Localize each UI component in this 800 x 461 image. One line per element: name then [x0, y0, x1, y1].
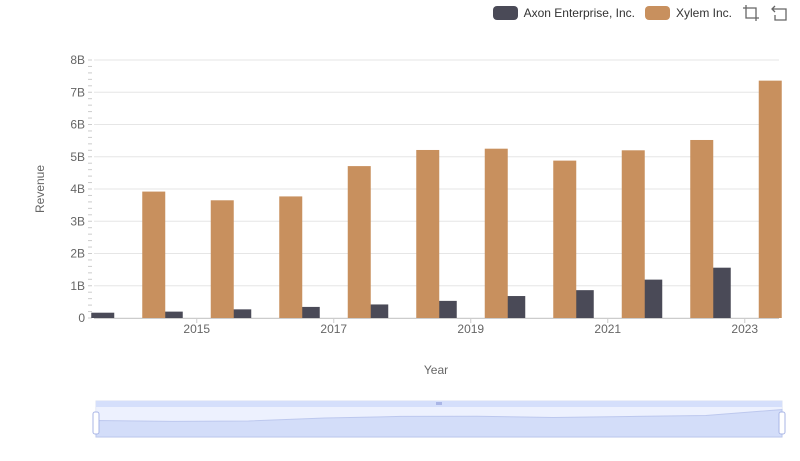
- y-axis-title: Revenue: [33, 165, 47, 213]
- x-axis-title: Year: [424, 363, 448, 377]
- x-tick-label: 2017: [320, 322, 347, 336]
- bar-axon-2023[interactable]: [707, 267, 731, 318]
- bar-xylem-2015[interactable]: [210, 200, 234, 318]
- bar-xylem-2017[interactable]: [347, 166, 371, 318]
- y-tick-label: 3B: [70, 214, 85, 228]
- bar-axon-2017[interactable]: [296, 306, 320, 318]
- y-tick-label: 6B: [70, 118, 85, 132]
- y-tick-label: 7B: [70, 85, 85, 99]
- x-tick-label: 2015: [183, 322, 210, 336]
- restore-icon[interactable]: [770, 4, 788, 22]
- zoom-handle-left[interactable]: [92, 411, 100, 435]
- legend-item-axon[interactable]: Axon Enterprise, Inc.: [492, 6, 635, 20]
- zoom-icon[interactable]: [742, 4, 760, 22]
- zoom-drag-grip[interactable]: [436, 402, 442, 405]
- x-tick-label: 2019: [457, 322, 484, 336]
- x-tick-label: 2021: [594, 322, 621, 336]
- bar-xylem-2018[interactable]: [416, 149, 440, 318]
- x-axis: 2015 2017 2019 2021 2023: [94, 318, 779, 336]
- data-zoom-slider[interactable]: [92, 400, 786, 438]
- bar-axon-2014[interactable]: [91, 312, 115, 318]
- legend-swatch-xylem: [644, 6, 670, 20]
- y-tick-label: 2B: [70, 247, 85, 261]
- bar-xylem-2014[interactable]: [142, 191, 166, 318]
- zoom-handle-right[interactable]: [778, 411, 786, 435]
- y-tick-label: 5B: [70, 150, 85, 164]
- bar-xylem-2021[interactable]: [621, 150, 645, 318]
- bar-axon-2018[interactable]: [365, 304, 389, 318]
- legend: Axon Enterprise, Inc. Xylem Inc.: [492, 4, 788, 22]
- bar-axon-2015[interactable]: [159, 311, 183, 318]
- bar-xylem-2020[interactable]: [553, 160, 577, 318]
- bar-xylem-2023[interactable]: [758, 80, 782, 318]
- y-tick-label: 4B: [70, 182, 85, 196]
- x-tick-label: 2023: [731, 322, 758, 336]
- bar-axon-2020[interactable]: [502, 296, 526, 318]
- y-axis: 0 1B 2B 3B 4B 5B 6B 7B 8B: [70, 53, 92, 325]
- bar-xylem-2022[interactable]: [690, 139, 714, 318]
- bar-xylem-2019[interactable]: [484, 148, 508, 318]
- bar-axon-2022[interactable]: [639, 279, 663, 318]
- legend-label-xylem: Xylem Inc.: [675, 6, 732, 20]
- legend-item-xylem[interactable]: Xylem Inc.: [644, 6, 732, 20]
- zoom-preview-area: [95, 409, 783, 438]
- y-tick-label: 8B: [70, 53, 85, 67]
- bar-axon-2016[interactable]: [228, 309, 252, 318]
- bar-axon-2021[interactable]: [570, 290, 594, 318]
- y-tick-label: 1B: [70, 279, 85, 293]
- legend-label-axon: Axon Enterprise, Inc.: [523, 6, 635, 20]
- legend-swatch-axon: [492, 6, 518, 20]
- y-tick-label: 0: [78, 311, 85, 325]
- bar-axon-2019[interactable]: [433, 300, 457, 318]
- bar-xylem-2016[interactable]: [279, 196, 303, 318]
- bar-series[interactable]: [91, 80, 782, 318]
